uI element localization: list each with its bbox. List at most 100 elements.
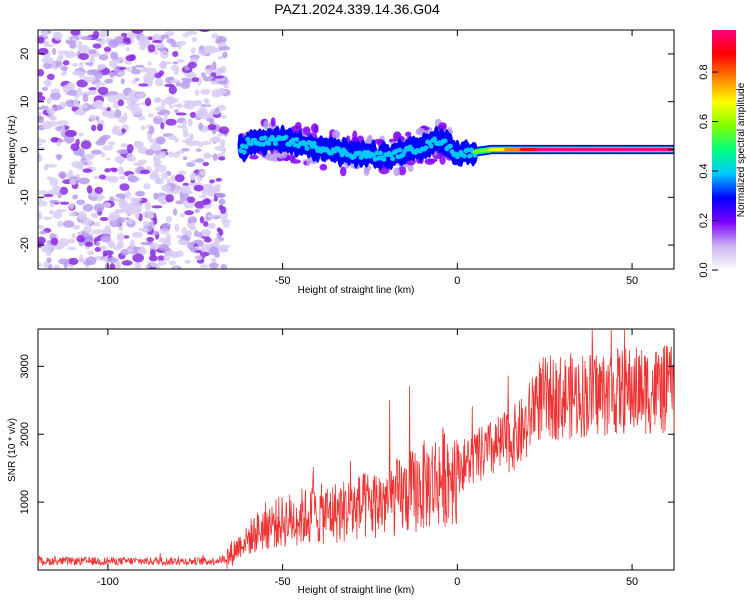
- chart-title: PAZ1.2024.339.14.36.G04: [274, 1, 440, 17]
- noise-blob: [38, 142, 43, 147]
- snr-xtick-label: 50: [626, 576, 638, 588]
- noise-blob: [41, 86, 48, 91]
- noise-blob: [113, 130, 123, 136]
- noise-blob: [223, 84, 229, 89]
- noise-blob: [99, 136, 108, 141]
- track-halo-blob: [287, 154, 296, 161]
- track-halo-blob: [270, 117, 276, 127]
- track-halo-blob: [249, 154, 259, 160]
- noise-blob: [122, 37, 131, 42]
- track-halo-blob: [415, 127, 426, 134]
- noise-blob: [177, 43, 182, 50]
- noise-blob: [125, 217, 130, 221]
- noise-blob: [199, 216, 205, 224]
- noise-blob: [173, 104, 184, 108]
- noise-blob: [215, 177, 223, 182]
- noise-blob: [202, 161, 210, 167]
- spectrogram-ytick-label: -20: [19, 237, 31, 253]
- noise-blob: [154, 177, 165, 185]
- noise-blob: [155, 115, 162, 119]
- noise-blob: [135, 92, 145, 98]
- noise-blob: [45, 163, 58, 168]
- noise-blob: [182, 33, 189, 38]
- noise-blob: [135, 141, 144, 148]
- noise-blob: [73, 98, 80, 108]
- track-mid: [388, 152, 394, 158]
- noise-blob: [38, 225, 45, 229]
- noise-blob: [165, 194, 175, 203]
- noise-blob: [159, 61, 167, 69]
- spectrogram-xtick-label: -100: [97, 275, 119, 287]
- noise-blob: [38, 153, 42, 162]
- noise-blob: [190, 247, 197, 252]
- noise-blob: [126, 98, 133, 106]
- noise-blob: [218, 204, 224, 211]
- noise-blob: [116, 240, 124, 249]
- noise-blob: [175, 250, 184, 258]
- noise-blob: [175, 82, 182, 87]
- noise-blob: [208, 262, 219, 269]
- noise-blob: [164, 83, 175, 88]
- noise-blob: [48, 115, 58, 121]
- noise-blob: [173, 67, 179, 76]
- noise-blob: [184, 210, 194, 216]
- noise-blob: [222, 51, 228, 59]
- noise-blob: [98, 106, 108, 110]
- noise-blob: [182, 120, 187, 126]
- noise-blob: [174, 223, 180, 232]
- noise-blob: [219, 138, 226, 148]
- noise-blob: [111, 168, 118, 173]
- noise-blob: [80, 35, 93, 41]
- noise-blob: [53, 264, 61, 269]
- noise-blob: [143, 183, 151, 190]
- noise-blob: [117, 43, 128, 47]
- noise-blob: [207, 223, 216, 229]
- noise-blob: [130, 68, 142, 75]
- noise-blob: [131, 30, 144, 34]
- noise-blob: [38, 138, 44, 143]
- snr-frame: [37, 328, 675, 571]
- noise-blob: [68, 169, 73, 177]
- noise-blob: [174, 137, 179, 143]
- noise-blob: [194, 200, 206, 209]
- track-mid: [428, 143, 434, 149]
- noise-blob: [38, 91, 43, 97]
- colorbar-tick-label: 0.6: [698, 114, 710, 129]
- noise-blob: [38, 262, 42, 268]
- noise-blob: [43, 193, 54, 198]
- colorbar-ticks: 0.0 0.2 0.4 0.6 0.8: [698, 64, 718, 278]
- snr-ytick-label: 2000: [19, 422, 31, 446]
- noise-blob: [198, 195, 207, 199]
- noise-blob: [165, 215, 173, 223]
- noise-blob: [50, 237, 59, 246]
- noise-blob: [160, 184, 172, 192]
- noise-blob: [199, 113, 210, 120]
- noise-blob: [95, 139, 106, 146]
- noise-blob: [148, 254, 158, 262]
- noise-blob: [172, 151, 181, 158]
- noise-blob: [218, 244, 228, 253]
- noise-blob: [60, 65, 68, 71]
- noise-blob: [218, 198, 226, 205]
- noise-blob: [134, 77, 140, 82]
- noise-blob: [147, 113, 154, 118]
- noise-blob: [199, 30, 210, 33]
- noise-blob: [131, 80, 137, 84]
- noise-blob: [68, 212, 76, 217]
- noise-blob: [191, 77, 200, 83]
- track-mid: [339, 152, 345, 158]
- noise-blob: [173, 266, 179, 269]
- noise-blob: [88, 87, 97, 91]
- noise-blob: [66, 246, 77, 251]
- noise-blob: [67, 257, 79, 265]
- noise-blob: [212, 153, 218, 161]
- noise-blob: [154, 78, 164, 87]
- noise-blob: [49, 200, 60, 204]
- noise-blob: [78, 132, 84, 137]
- track-halo-blob: [439, 155, 446, 165]
- noise-blob: [214, 251, 221, 258]
- noise-blob: [86, 185, 93, 194]
- noise-blob: [65, 39, 71, 45]
- track-mid: [311, 140, 317, 146]
- noise-blob: [145, 149, 155, 156]
